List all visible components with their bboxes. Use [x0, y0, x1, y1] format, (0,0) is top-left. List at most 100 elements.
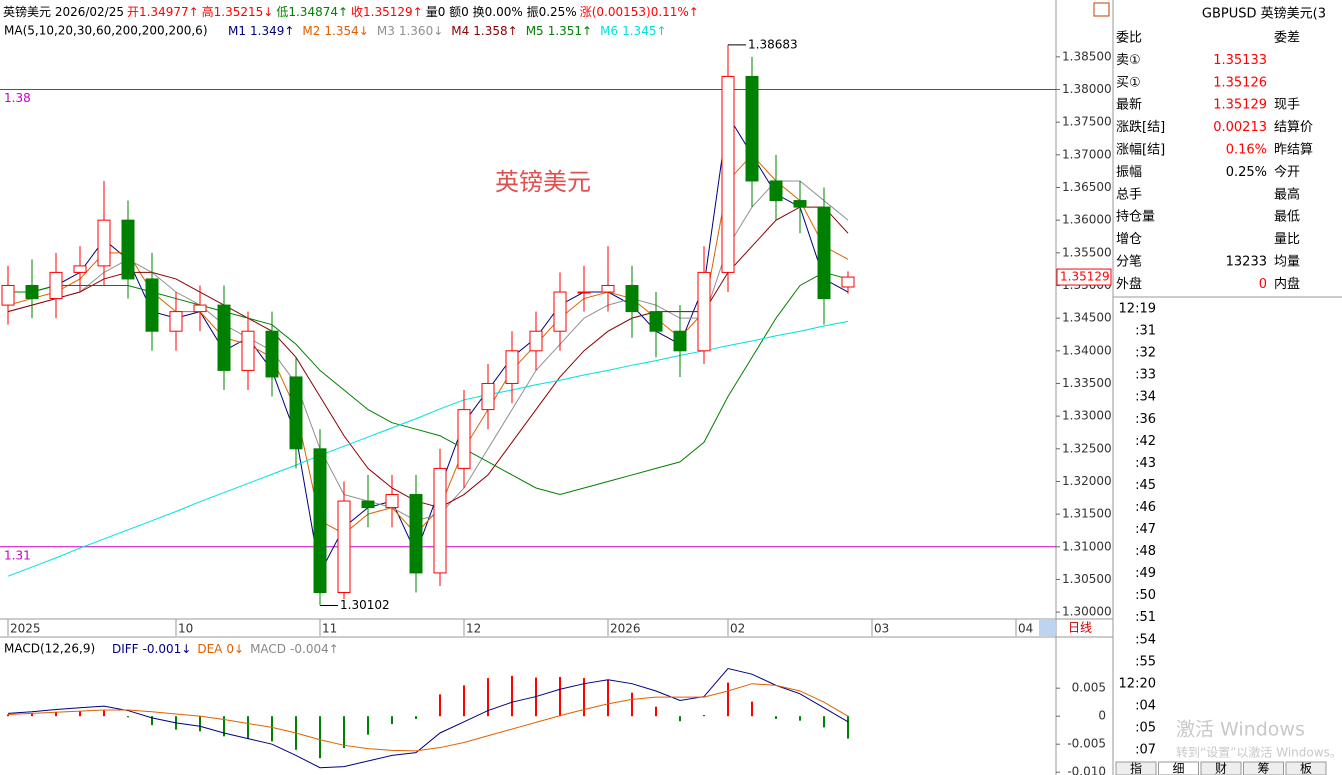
panel-value: 0.16%: [1226, 143, 1267, 158]
candle-body: [649, 311, 663, 332]
panel-label: 均量: [1274, 255, 1300, 270]
x-tick-label: 11: [322, 622, 337, 636]
last-price-label: 1.35129: [1060, 270, 1110, 284]
panel-label: 外盘: [1116, 276, 1142, 292]
legend-value: -0.004↑: [290, 642, 339, 656]
panel-label: 量比: [1274, 232, 1300, 247]
panel-value: 0.00213: [1213, 120, 1267, 135]
candle-body: [769, 180, 783, 202]
y-tick-label: 1.38500: [1062, 49, 1112, 63]
panel-label: 总手: [1116, 187, 1142, 202]
candle-body: [49, 271, 63, 300]
tab[interactable]: [1158, 761, 1199, 775]
extreme-label: 1.30102: [340, 598, 390, 612]
extreme-label: 1.38683: [748, 37, 798, 51]
panel-value: 1.35133: [1213, 53, 1267, 68]
legend-value: 1.358↑: [473, 24, 517, 38]
legend-name: M2: [302, 24, 320, 38]
tab[interactable]: [1200, 761, 1242, 775]
macd-legend-item: DEA 0↓: [197, 642, 244, 656]
macd-title: MACD(12,26,9): [4, 642, 95, 656]
trade-time: :33: [1135, 368, 1156, 383]
y-tick-label: 1.34000: [1062, 343, 1112, 357]
ma-legend-item: M2 1.354↓: [302, 24, 368, 38]
quote-item: 英镑美元 2026/02/25: [3, 4, 124, 19]
tab[interactable]: [1285, 761, 1327, 775]
tab-label[interactable]: 细: [1172, 762, 1184, 775]
candle-body: [313, 448, 327, 594]
panel-label: 结算价: [1274, 120, 1313, 135]
watermark: 激活 Windows: [1176, 719, 1305, 741]
panel-value: 13233: [1226, 255, 1267, 270]
y-tick-label: 1.33000: [1062, 409, 1112, 423]
panel-label: 卖①: [1116, 53, 1141, 68]
legend-value: 1.351↑: [548, 24, 592, 38]
legend-value: 1.349↑: [250, 24, 294, 38]
trade-time: :42: [1135, 434, 1156, 449]
window-icon[interactable]: [1093, 2, 1110, 17]
panel-value: 0.25%: [1226, 165, 1267, 180]
tab-label[interactable]: 筹: [1257, 762, 1269, 775]
quote-item: 开1.34977↑: [127, 5, 199, 19]
quote-item: 涨(0.00153)0.11%↑: [580, 4, 699, 19]
candle-body: [265, 330, 279, 378]
candle-body: [457, 409, 471, 469]
y-tick-label: 1.31000: [1062, 539, 1112, 553]
legend-value: 1.354↓: [324, 24, 368, 38]
panel-label: 昨结算: [1274, 143, 1313, 158]
y-tick-label: 1.36000: [1062, 213, 1112, 227]
trade-time: :43: [1135, 456, 1156, 471]
level-label: 1.31: [4, 548, 31, 562]
panel-label: 增仓: [1116, 232, 1142, 247]
panel-label: 内盘: [1274, 276, 1300, 292]
ma-legend-item: M3 1.360↓: [377, 24, 443, 38]
y-tick-label: 1.32000: [1062, 474, 1112, 488]
candle-body: [505, 350, 519, 384]
legend-name: MACD: [250, 642, 286, 656]
panel-label: 委差: [1274, 31, 1300, 46]
ma-legend-item: M6 1.345↑: [600, 24, 666, 38]
candle-body: [169, 311, 183, 332]
trade-time: 12:19: [1119, 302, 1156, 317]
trade-time: :45: [1135, 478, 1156, 493]
y-tick-label: 1.37000: [1062, 147, 1112, 161]
ma-legend-item: M4 1.358↑: [451, 24, 517, 38]
watermark: 转到“设置”以激活 Windows。: [1176, 745, 1342, 760]
trade-time: :05: [1135, 720, 1156, 735]
candle-body: [337, 500, 351, 594]
y-tick-label: 1.30000: [1062, 605, 1112, 619]
panel-label: 委比: [1116, 31, 1142, 46]
scroll-box[interactable]: [1039, 620, 1055, 636]
ma-legend-item: M5 1.351↑: [526, 24, 592, 38]
candle-body: [529, 330, 543, 352]
candle-body: [553, 291, 567, 332]
tab[interactable]: [1115, 761, 1157, 775]
tab-label[interactable]: 指: [1130, 761, 1142, 775]
macd-line: [7, 668, 849, 769]
legend-value: 0↓: [226, 642, 244, 656]
macd-legend-item: DIFF -0.001↓: [112, 642, 191, 656]
quote-item: 量0 额0 换0.00% 振0.25%: [426, 5, 577, 19]
tab[interactable]: [1243, 761, 1284, 775]
trade-time: :32: [1135, 346, 1156, 361]
y-tick-label: 1.35500: [1062, 245, 1112, 259]
ma-legend-item: M1 1.349↑: [228, 24, 294, 38]
legend-name: M5: [526, 24, 544, 38]
candle-body: [697, 271, 711, 352]
quote-header: 英镑美元 2026/02/25 开1.34977↑ 高1.35215↓ 低1.3487…: [3, 4, 699, 19]
period-label[interactable]: 日线: [1068, 621, 1092, 635]
tab-label[interactable]: 财: [1215, 762, 1227, 775]
tab-label[interactable]: 板: [1300, 762, 1312, 775]
y-tick-label: 1.34500: [1062, 311, 1112, 325]
candle-body: [193, 304, 207, 313]
trade-time: :48: [1135, 544, 1156, 559]
y-tick-label: 1.32500: [1062, 441, 1112, 455]
y-tick-label: -0.010: [1067, 765, 1106, 775]
y-tick-label: 0: [1098, 709, 1106, 723]
panel-label: 最低: [1274, 210, 1300, 225]
y-tick-label: 1.36500: [1062, 180, 1112, 194]
trade-time: :34: [1135, 390, 1156, 405]
trade-time: :54: [1135, 632, 1156, 647]
x-tick-label: 02: [730, 622, 745, 636]
